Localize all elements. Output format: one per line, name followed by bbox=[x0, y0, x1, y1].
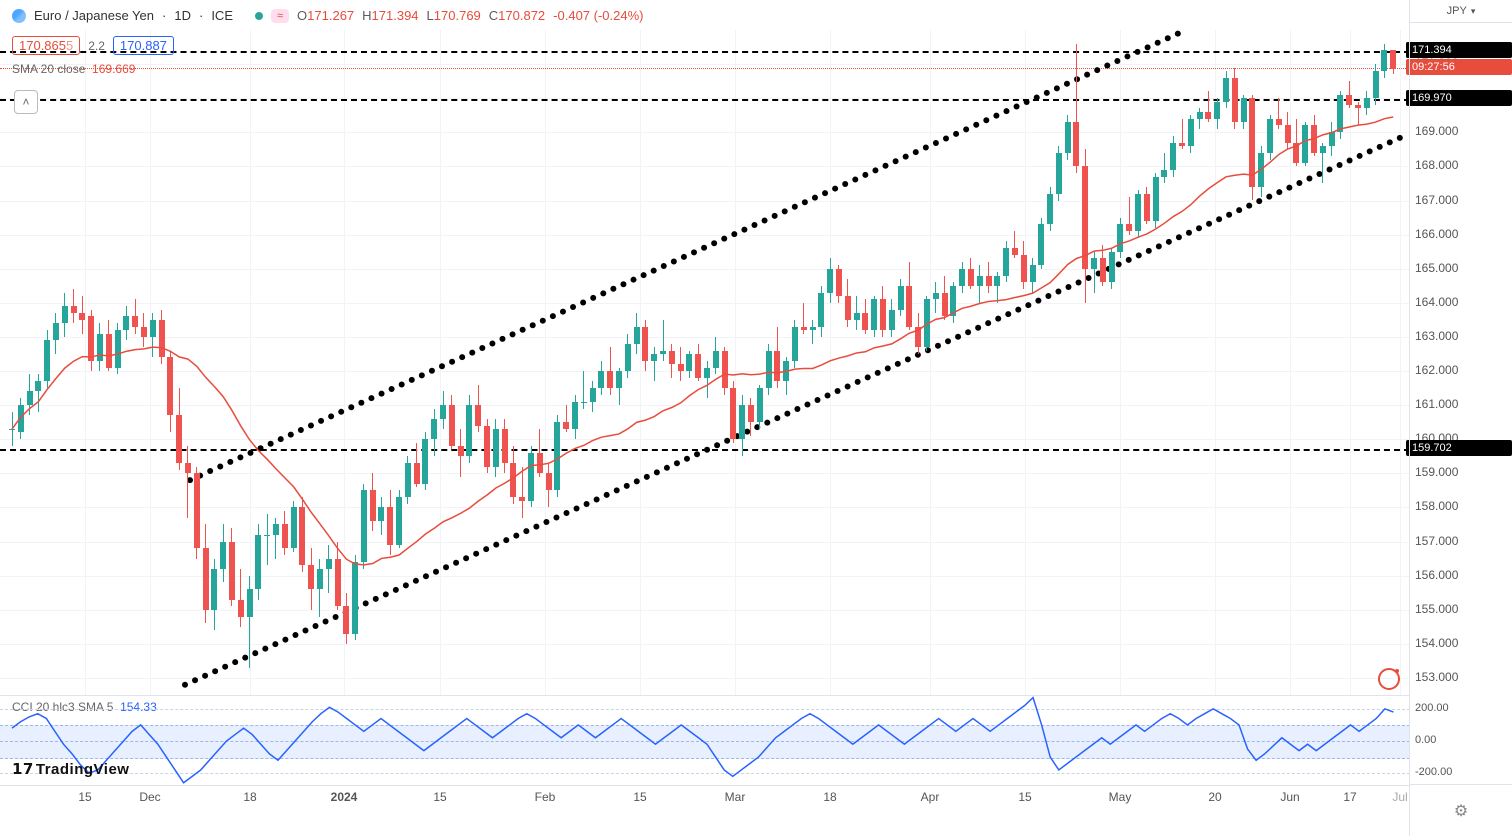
symbol-name: Euro / Japanese Yen bbox=[34, 8, 154, 23]
logo-icon: 𝟭𝟳 bbox=[12, 760, 34, 778]
horizontal-line[interactable] bbox=[0, 99, 1410, 101]
time-tick: 15 bbox=[433, 790, 446, 804]
time-tick: Feb bbox=[535, 790, 556, 804]
tradingview-logo: 𝟭𝟳 TradingView bbox=[12, 760, 129, 778]
time-tick: May bbox=[1109, 790, 1132, 804]
bid-box[interactable]: 170.8655 bbox=[12, 36, 80, 55]
time-tick: 18 bbox=[243, 790, 256, 804]
time-tick: 15 bbox=[633, 790, 646, 804]
gear-icon: ⚙ bbox=[1454, 801, 1468, 821]
time-tick: 2024 bbox=[331, 790, 358, 804]
time-tick: 17 bbox=[1343, 790, 1356, 804]
time-tick: Dec bbox=[139, 790, 160, 804]
time-tick: Mar bbox=[725, 790, 746, 804]
time-tick: 20 bbox=[1208, 790, 1221, 804]
currency-selector[interactable]: JPY ▾ bbox=[1409, 0, 1512, 23]
chart-settings-button[interactable]: ⚙ bbox=[1409, 784, 1512, 836]
bid-ask-row: 170.8655 2.2 170.887 bbox=[12, 36, 174, 55]
ohlc-readout: O171.267H171.394L170.769C170.872-0.407 (… bbox=[297, 8, 643, 23]
time-tick: Apr bbox=[921, 790, 940, 804]
market-open-icon bbox=[255, 12, 263, 20]
price-axis[interactable] bbox=[1409, 0, 1512, 785]
exchange: ICE bbox=[211, 8, 233, 23]
horizontal-line[interactable] bbox=[0, 51, 1410, 53]
interval: 1D bbox=[174, 8, 191, 23]
chart-root: 153.000154.000155.000156.000157.000158.0… bbox=[0, 0, 1512, 836]
time-tick: 18 bbox=[823, 790, 836, 804]
main-chart-pane[interactable]: 153.000154.000155.000156.000157.000158.0… bbox=[0, 0, 1410, 695]
symbol-legend[interactable]: Euro / Japanese Yen · 1D · ICE ≈ O171.26… bbox=[12, 8, 644, 23]
chevron-down-icon: ▾ bbox=[1471, 6, 1476, 17]
time-tick: 15 bbox=[1018, 790, 1031, 804]
sma-legend[interactable]: SMA 20 close 169.669 bbox=[12, 62, 135, 76]
cci-pane[interactable]: CCI 20 hlc3 SMA 5 154.33 -200.000.00200.… bbox=[0, 695, 1410, 786]
alert-clock-icon[interactable] bbox=[1378, 668, 1400, 690]
cci-line bbox=[0, 696, 1410, 786]
collapse-legend-button[interactable]: ˄ bbox=[14, 90, 38, 114]
globe-icon bbox=[12, 9, 26, 23]
time-tick: Jul bbox=[1392, 790, 1407, 804]
horizontal-line[interactable] bbox=[0, 449, 1410, 451]
time-tick: Jun bbox=[1280, 790, 1299, 804]
time-tick: 15 bbox=[78, 790, 91, 804]
ask-box[interactable]: 170.887 bbox=[113, 36, 174, 55]
spread: 2.2 bbox=[88, 39, 105, 53]
time-axis[interactable]: 15 Dec 18 2024 15 Feb 15 Mar 18 Apr 15 May 20 Jun 17 Ju… bbox=[0, 785, 1410, 821]
sma-indicator-pill: ≈ bbox=[271, 9, 289, 23]
